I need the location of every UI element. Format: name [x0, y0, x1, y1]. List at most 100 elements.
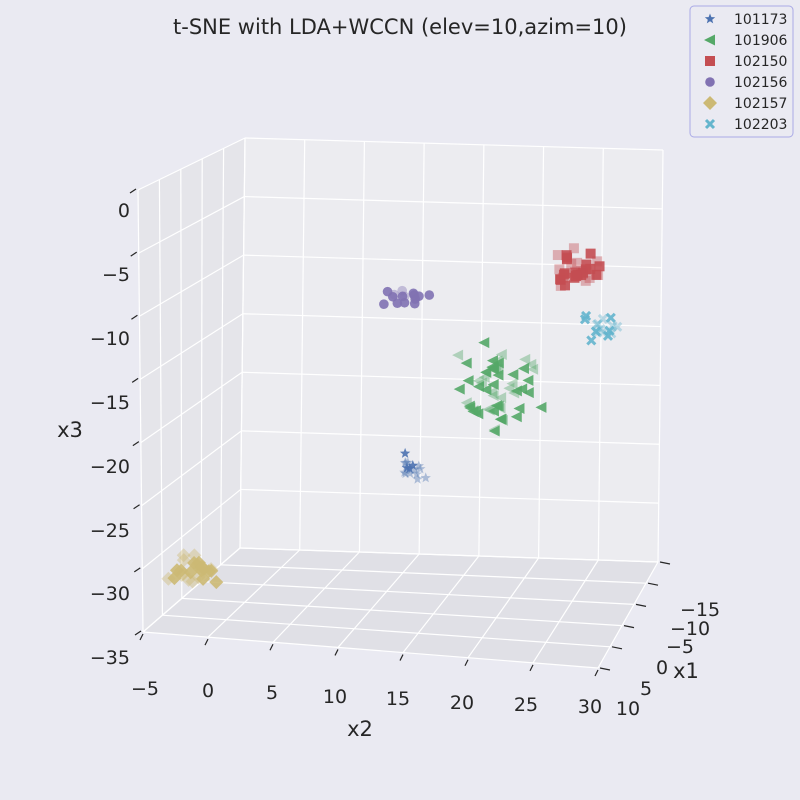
x3-tick-mark — [131, 314, 138, 320]
legend-label: 102203 — [734, 117, 787, 133]
data-point — [411, 468, 423, 479]
data-point — [569, 272, 580, 283]
x2-floor-gridline — [272, 551, 360, 643]
data-point — [478, 371, 490, 383]
data-point — [486, 355, 498, 367]
x1-tick-label: −5 — [666, 636, 694, 658]
data-point — [487, 379, 499, 391]
x3-side-gridline — [139, 313, 244, 380]
data-point — [510, 385, 522, 397]
data-point — [399, 291, 410, 302]
data-point — [409, 464, 420, 475]
x3-tick-label: −15 — [90, 392, 130, 414]
data-point — [495, 348, 507, 360]
data-point — [590, 326, 601, 337]
series-102157 — [161, 548, 224, 590]
data-point — [392, 298, 403, 309]
series-101906 — [452, 337, 547, 437]
data-point — [407, 460, 419, 470]
x2-wall-gridline — [478, 144, 485, 557]
x1-floor-gridline — [220, 564, 647, 584]
x2-floor-gridline — [337, 553, 420, 648]
x2-tick-mark — [269, 644, 274, 651]
data-point — [585, 263, 596, 274]
x1-tick-label: 10 — [616, 698, 640, 720]
x2-tick-label: 10 — [323, 686, 347, 708]
data-point — [472, 381, 484, 393]
data-point — [404, 463, 415, 474]
x2-floor-gridline — [207, 549, 301, 638]
data-point — [379, 299, 389, 309]
data-point — [561, 254, 572, 265]
x1-floor-gridline — [181, 597, 623, 627]
x1-tick-mark — [611, 646, 623, 650]
data-point — [595, 324, 606, 335]
data-point — [522, 374, 534, 386]
x3-tick-mark — [133, 504, 140, 510]
legend-marker — [703, 96, 717, 110]
data-point — [488, 424, 500, 436]
x1-tick-mark — [659, 561, 671, 565]
x1-tick-label: −15 — [680, 599, 720, 621]
x2-tick-mark — [399, 654, 404, 661]
data-point — [591, 269, 602, 280]
data-point — [460, 357, 472, 369]
data-point — [584, 272, 595, 283]
data-point — [453, 383, 465, 395]
legend-label: 101906 — [734, 33, 788, 49]
data-point — [496, 414, 508, 426]
data-point — [397, 285, 408, 296]
data-point — [174, 563, 189, 578]
x3-side-gridline — [141, 488, 242, 570]
x2-tick-label: 15 — [386, 688, 410, 710]
data-point — [480, 384, 492, 396]
back-pane — [240, 138, 663, 562]
x3-back-gridline — [240, 488, 659, 504]
data-point — [415, 463, 426, 474]
x2-floor-gridline — [467, 557, 540, 659]
data-point — [612, 321, 623, 332]
data-point — [470, 405, 482, 417]
data-point — [597, 327, 608, 338]
floor-pane — [143, 548, 658, 668]
legend-marker — [705, 56, 715, 66]
data-point — [463, 400, 475, 412]
data-point — [492, 369, 504, 381]
data-point — [399, 297, 410, 308]
x2-axis-label: x2 — [347, 717, 373, 741]
data-point — [507, 368, 519, 380]
data-point — [452, 349, 464, 361]
x1-tick-label: 0 — [656, 657, 668, 679]
data-point — [555, 274, 566, 285]
data-point — [194, 560, 209, 575]
x2-wall-gridline — [299, 139, 306, 551]
data-point — [580, 275, 591, 286]
data-point — [527, 363, 539, 375]
x2-tick-mark — [139, 633, 144, 641]
x2-tick-label: 0 — [202, 680, 214, 702]
x1-wall-gridline — [180, 169, 183, 599]
data-point — [510, 411, 522, 423]
data-point — [594, 261, 605, 272]
x3-back-gridline — [244, 137, 664, 151]
data-point — [382, 286, 393, 297]
x3-tick-mark — [133, 567, 141, 573]
x3-tick-label: −20 — [90, 456, 130, 478]
x2-wall-gridline — [537, 146, 545, 559]
legend-label: 101173 — [734, 12, 787, 28]
x2-floor-gridline — [532, 559, 599, 664]
data-point — [161, 571, 176, 586]
x3-back-gridline — [244, 195, 663, 210]
x1-floor-gridline — [142, 631, 599, 669]
x3-side-gridline — [142, 547, 241, 633]
data-point — [495, 392, 507, 404]
data-point — [597, 313, 608, 325]
data-point — [167, 571, 182, 586]
data-point — [525, 358, 537, 370]
legend: 101173 101906 102150 102156 102157 102203 — [689, 5, 794, 138]
data-point — [572, 257, 583, 268]
data-point — [586, 335, 597, 346]
data-point — [591, 319, 603, 330]
x1-tick-mark — [599, 667, 611, 671]
data-point — [487, 405, 499, 417]
